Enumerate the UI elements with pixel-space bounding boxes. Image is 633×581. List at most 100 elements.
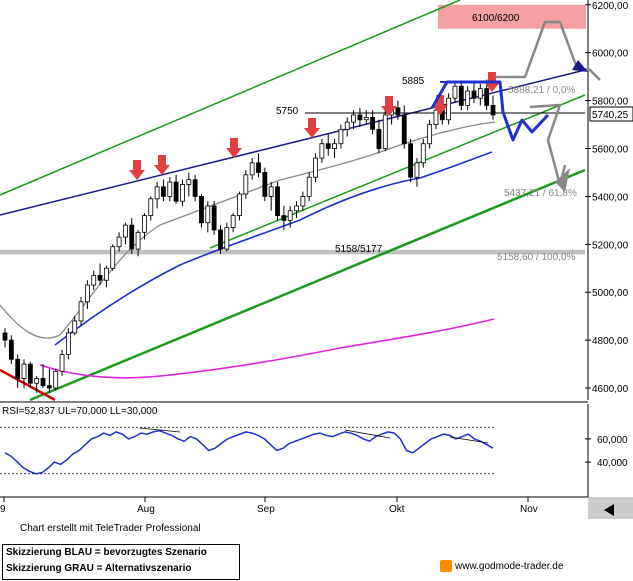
last-price-label: 5740,25 xyxy=(592,110,629,121)
chart-credit: Chart erstellt mit TeleTrader Profession… xyxy=(20,523,201,534)
level-labels: 5885 5750 5888,21 / 0,0% 5437,21 / 61,8%… xyxy=(276,76,577,263)
candle-body xyxy=(325,143,331,149)
legend-blue: Skizzierung BLAU = bevorzugtes Szenario xyxy=(6,547,207,558)
candle-body xyxy=(338,128,344,145)
candle-body xyxy=(110,246,116,269)
candle-body xyxy=(8,339,14,360)
y-tick-label: 5000,00 xyxy=(592,288,629,299)
rsi-line xyxy=(4,429,494,475)
down-arrow-icon xyxy=(154,155,170,175)
candle-body xyxy=(300,196,306,207)
down-arrow-icon xyxy=(129,160,145,180)
candle-body xyxy=(161,186,166,197)
down-arrow-icon xyxy=(304,118,320,138)
candle-body xyxy=(357,114,363,121)
candle-body xyxy=(401,114,407,145)
candle-body xyxy=(268,186,274,197)
support-zone-label: 5158/5177 xyxy=(335,244,383,255)
candle-body xyxy=(142,215,147,233)
y-tick-label: 5800,00 xyxy=(592,97,629,108)
candle-body xyxy=(97,275,103,281)
moving-average-grey xyxy=(0,121,496,339)
candle-body xyxy=(306,176,312,197)
y-tick-label: 6000,00 xyxy=(592,49,629,60)
candle-body xyxy=(2,332,8,341)
y-tick-label: 6200,00 xyxy=(592,1,629,12)
candle-body xyxy=(53,370,59,389)
candle-body xyxy=(72,320,78,334)
candle-body xyxy=(129,224,135,250)
candle-body xyxy=(344,121,350,130)
candle-body xyxy=(249,162,255,176)
scenario-sketches xyxy=(430,20,601,192)
candle-body xyxy=(205,205,211,224)
candle-body xyxy=(123,224,128,238)
legend-grey: Skizzierung GRAU = Alternativszenario xyxy=(6,563,192,574)
x-tick-label: Aug xyxy=(137,504,155,515)
candle-body xyxy=(180,184,185,202)
candle-body xyxy=(192,179,198,197)
candle-body xyxy=(484,88,490,106)
candle-body xyxy=(427,124,433,145)
candle-body xyxy=(370,116,375,130)
candle-body xyxy=(477,88,483,99)
candlesticks xyxy=(2,79,496,393)
candle-body xyxy=(243,174,249,195)
candle-body xyxy=(46,385,52,389)
candle-body xyxy=(135,231,141,250)
candle-body xyxy=(363,116,369,121)
arrow-head-icon xyxy=(555,168,570,192)
y-axis-ticks: 6200,00 6000,00 5800,00 5600,00 5400,00 5200,… xyxy=(585,1,629,395)
candle-body xyxy=(65,332,71,355)
candle-body xyxy=(465,90,471,106)
downtrend-red-line xyxy=(0,368,56,402)
level-5750-label: 5750 xyxy=(276,106,299,117)
target-zone-label: 6100/6200 xyxy=(472,13,520,24)
candle-body xyxy=(287,210,293,221)
candle-body xyxy=(211,205,217,231)
website-link[interactable]: www.godmode-trader.de xyxy=(455,561,564,572)
moving-average-magenta xyxy=(39,318,495,379)
candle-body xyxy=(218,229,223,250)
lower-green-channel-line xyxy=(29,168,586,402)
candle-body xyxy=(382,114,388,149)
candle-body xyxy=(433,109,439,125)
candle-body xyxy=(332,143,337,149)
candle-body xyxy=(224,227,230,250)
scenario-blue-sketch xyxy=(430,80,550,142)
y-tick-label: 5400,00 xyxy=(592,192,629,203)
rsi-divergence-line xyxy=(139,427,181,433)
candle-body xyxy=(148,198,154,216)
arrow-head-icon xyxy=(572,60,588,72)
rsi-title: RSI=52,837 UL=70,000 LL=30,000 xyxy=(2,406,158,417)
candle-body xyxy=(116,236,122,248)
last-price-marker: 5740,25 xyxy=(589,106,633,122)
candle-body xyxy=(27,363,33,384)
candle-body xyxy=(452,85,458,99)
candle-body xyxy=(230,215,236,228)
candle-body xyxy=(173,181,179,202)
x-tick-label: 9 xyxy=(0,504,6,515)
upper-green-channel-line xyxy=(0,0,461,196)
candle-body xyxy=(275,186,280,216)
candle-body xyxy=(104,267,109,281)
y-tick-label: 5600,00 xyxy=(592,145,629,156)
rsi-y-tick-label: 40,000 xyxy=(597,458,628,469)
candle-body xyxy=(420,143,426,164)
candle-body xyxy=(458,85,464,106)
candle-body xyxy=(319,143,325,159)
x-axis-ticks: 9 Aug Sep Okt Nov xyxy=(0,497,538,515)
candle-body xyxy=(294,205,299,212)
candle-body xyxy=(395,107,401,116)
level-5885-label: 5885 xyxy=(402,76,425,87)
x-tick-label: Sep xyxy=(257,504,275,515)
candle-body xyxy=(313,157,318,178)
candle-body xyxy=(408,143,414,178)
candle-body xyxy=(262,172,268,197)
y-tick-label: 4800,00 xyxy=(592,336,629,347)
signal-arrows xyxy=(129,72,500,180)
scroll-arrow-icon[interactable] xyxy=(604,504,614,516)
candle-body xyxy=(167,181,173,197)
rsi-y-tick-label: 60,000 xyxy=(597,435,628,446)
